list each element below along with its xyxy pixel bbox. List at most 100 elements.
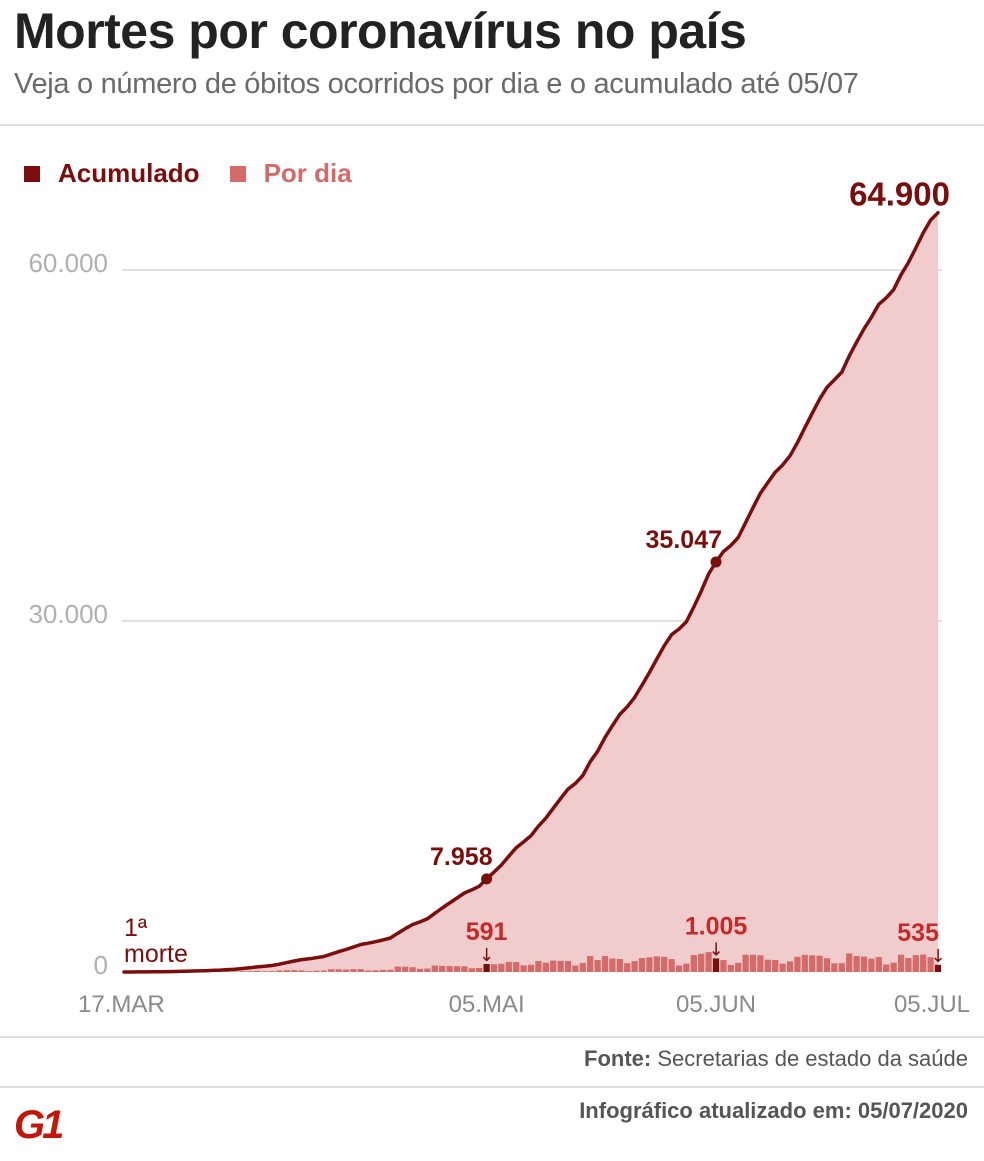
daily-bar [920,954,927,972]
daily-bar [779,963,786,972]
daily-bar [631,961,638,972]
first-death-label: 1ª morte [124,914,188,968]
legend-item-daily: Por dia [229,158,352,189]
deaths-chart: 0 30.000 60.000 17.MAR 05.MAI 05.JUN 05.JUL 1ª m… [28,176,970,1018]
daily-bar [624,963,631,972]
legend-swatch-cumulative [24,165,40,182]
daily-bar [609,958,616,972]
cumulative-value-label: 35.047 [646,526,722,554]
daily-bar [483,964,490,972]
header-divider [0,124,984,126]
daily-bar [905,958,912,972]
daily-bar [668,959,675,972]
daily-bar [927,957,934,972]
x-tick-label: 05.JUL [894,991,970,1018]
daily-bar [705,952,712,972]
updated-note: Infográfico atualizado em: 05/07/2020 [579,1098,968,1123]
daily-bar [868,958,875,972]
daily-bar [601,956,609,972]
daily-bar [224,971,231,972]
daily-bar [846,953,853,972]
daily-bar [313,970,320,972]
x-tick-label: 05.MAI [449,991,525,1018]
source-label: Fonte: [584,1046,652,1071]
daily-bar [261,971,268,972]
daily-bar [712,958,720,972]
daily-bar [246,971,253,972]
daily-bar [505,961,512,972]
daily-bar [268,971,276,972]
daily-value-label: 535 [897,919,939,947]
daily-bar [490,964,498,972]
daily-bar [446,966,453,972]
daily-bar [527,964,535,972]
daily-bar [786,961,794,972]
source-text: Secretarias de estado da saúde [657,1046,968,1071]
daily-bar [831,963,838,972]
daily-bar [276,970,283,972]
g1-logo: G1 [14,1103,66,1144]
daily-bar [320,970,327,972]
daily-bar [616,959,623,972]
daily-bar [838,963,845,972]
daily-bar [520,965,527,972]
daily-bar [690,955,697,972]
daily-bar [912,955,919,972]
daily-bar [794,956,801,972]
daily-value-label: 591 [466,918,508,946]
y-tick-label: 30.000 [28,599,108,629]
daily-bar [890,962,897,972]
daily-bar [424,968,431,972]
daily-bar [416,968,424,972]
daily-bar [461,966,468,972]
daily-bar [283,970,290,972]
y-tick-label: 0 [94,950,108,980]
legend-swatch-daily [229,165,246,182]
daily-bar [254,971,261,972]
daily-bar [646,957,653,972]
daily-bar [476,968,483,972]
footer-divider-bottom [0,1086,984,1088]
daily-bar [350,969,357,972]
daily-bar [513,962,520,972]
daily-bar [535,961,542,972]
cumulative-value-label: 7.958 [430,843,493,871]
daily-bar [335,969,342,972]
daily-bar [853,956,860,972]
daily-bar [357,969,364,972]
daily-bar [934,964,942,972]
daily-bar [638,958,646,972]
daily-bar [587,956,594,972]
daily-bar [572,965,579,972]
daily-bar [291,970,298,972]
daily-bar [372,970,379,972]
legend-item-cumulative: Acumulado [24,158,200,189]
daily-bar [239,971,246,972]
g1-logo-text: G1 [14,1103,63,1144]
daily-bar [402,966,409,972]
daily-bar [883,964,890,972]
daily-bar [305,971,313,972]
daily-bar [231,971,239,972]
daily-bar [328,969,335,972]
daily-bar [860,956,868,972]
daily-bar [342,969,350,972]
daily-bar [823,958,831,972]
daily-bar [365,970,372,972]
daily-value-label: 1.005 [685,912,748,940]
daily-arrow-icon: ↓ [930,946,945,967]
daily-bar [550,960,557,972]
daily-bar [875,957,882,972]
daily-bar [542,962,549,972]
daily-bar [661,956,668,972]
daily-bar [683,963,690,972]
page-title: Mortes por coronavírus no país [14,3,747,59]
daily-bar [772,960,779,972]
daily-bar [409,967,416,972]
daily-bar [742,954,749,972]
daily-arrow-icon: ↓ [479,945,494,966]
daily-bar [431,965,438,972]
daily-bar [594,960,601,972]
footer-divider-top [0,1036,984,1038]
daily-bar [653,956,660,972]
